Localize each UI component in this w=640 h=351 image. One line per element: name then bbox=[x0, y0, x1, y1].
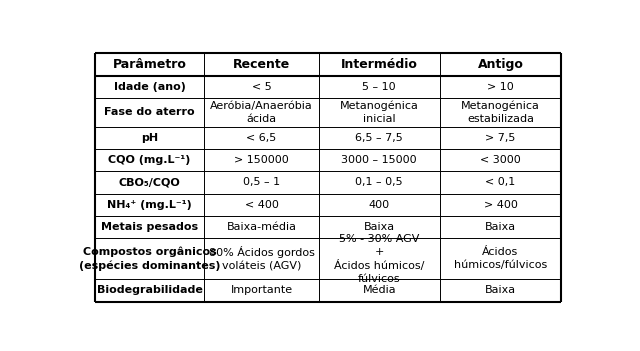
Text: Importante: Importante bbox=[230, 285, 292, 296]
Text: Idade (ano): Idade (ano) bbox=[114, 82, 186, 92]
Text: > 7,5: > 7,5 bbox=[485, 133, 516, 143]
Text: 0,5 – 1: 0,5 – 1 bbox=[243, 177, 280, 187]
Text: Aeróbia/Anaeróbia
ácida: Aeróbia/Anaeróbia ácida bbox=[210, 101, 313, 124]
Text: pH: pH bbox=[141, 133, 158, 143]
Text: Média: Média bbox=[362, 285, 396, 296]
Text: > 10: > 10 bbox=[487, 82, 514, 92]
Text: < 5: < 5 bbox=[252, 82, 271, 92]
Text: Baixa: Baixa bbox=[485, 285, 516, 296]
Text: Intermédio: Intermédio bbox=[341, 58, 418, 71]
Text: Compostos orgânicos
(espécies dominantes): Compostos orgânicos (espécies dominantes… bbox=[79, 247, 220, 271]
Text: < 0,1: < 0,1 bbox=[485, 177, 516, 187]
Text: Antigo: Antigo bbox=[477, 58, 524, 71]
Text: Ácidos
húmicos/fúlvicos: Ácidos húmicos/fúlvicos bbox=[454, 247, 547, 270]
Text: 80% Ácidos gordos
voláteis (AGV): 80% Ácidos gordos voláteis (AGV) bbox=[209, 246, 314, 271]
Text: > 400: > 400 bbox=[484, 200, 518, 210]
Text: 3000 – 15000: 3000 – 15000 bbox=[342, 155, 417, 165]
Text: < 3000: < 3000 bbox=[480, 155, 521, 165]
Text: 5% - 30% AGV
+
Ácidos húmicos/
fúlvicos: 5% - 30% AGV + Ácidos húmicos/ fúlvicos bbox=[334, 234, 424, 284]
Text: Metanogénica
estabilizada: Metanogénica estabilizada bbox=[461, 101, 540, 124]
Text: Parâmetro: Parâmetro bbox=[113, 58, 187, 71]
Text: 400: 400 bbox=[369, 200, 390, 210]
Text: 6,5 – 7,5: 6,5 – 7,5 bbox=[355, 133, 403, 143]
Text: 5 – 10: 5 – 10 bbox=[362, 82, 396, 92]
Text: Baixa: Baixa bbox=[485, 222, 516, 232]
Text: Metanogénica
inicial: Metanogénica inicial bbox=[340, 101, 419, 124]
Text: NH₄⁺ (mg.L⁻¹): NH₄⁺ (mg.L⁻¹) bbox=[108, 200, 192, 210]
Text: Baixa-média: Baixa-média bbox=[227, 222, 296, 232]
Text: Metais pesados: Metais pesados bbox=[101, 222, 198, 232]
Text: Biodegrabilidade: Biodegrabilidade bbox=[97, 285, 203, 296]
Text: > 150000: > 150000 bbox=[234, 155, 289, 165]
Text: CQO (mg.L⁻¹): CQO (mg.L⁻¹) bbox=[108, 155, 191, 165]
Text: < 6,5: < 6,5 bbox=[246, 133, 276, 143]
Text: Recente: Recente bbox=[233, 58, 290, 71]
Text: CBO₅/CQO: CBO₅/CQO bbox=[119, 177, 180, 187]
Text: < 400: < 400 bbox=[244, 200, 278, 210]
Text: Baixa: Baixa bbox=[364, 222, 395, 232]
Text: Fase do aterro: Fase do aterro bbox=[104, 107, 195, 118]
Text: 0,1 – 0,5: 0,1 – 0,5 bbox=[355, 177, 403, 187]
